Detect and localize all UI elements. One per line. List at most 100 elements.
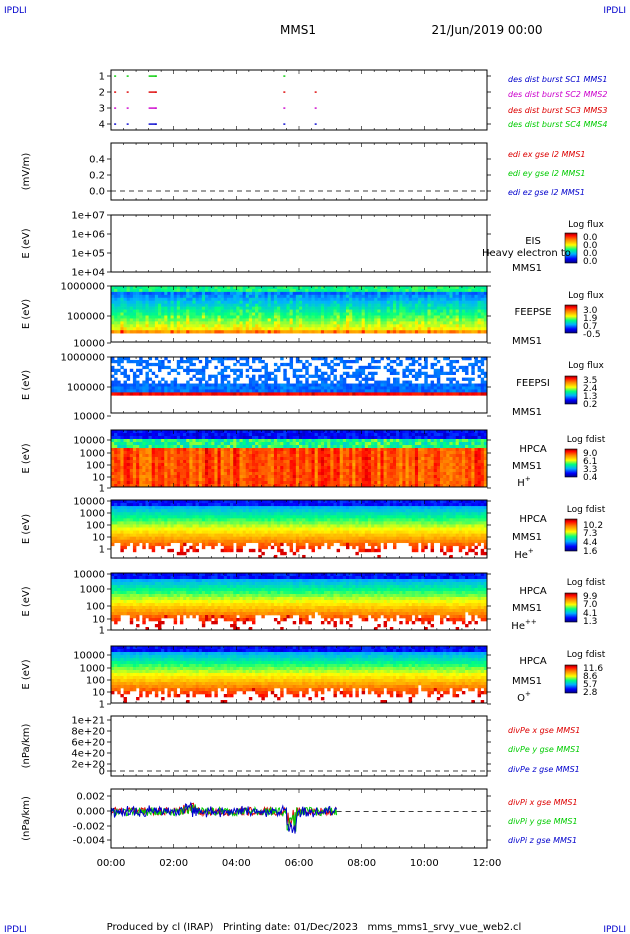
heatmap-cell bbox=[164, 439, 168, 443]
heatmap-cell bbox=[302, 303, 306, 307]
heatmap-cell bbox=[389, 318, 394, 322]
heatmap-cell bbox=[217, 469, 221, 473]
heatmap-cell bbox=[126, 383, 131, 387]
heatmap-cell bbox=[352, 442, 356, 446]
heatmap-cell bbox=[277, 294, 281, 299]
heatmap-cell bbox=[302, 484, 306, 488]
heatmap-cell bbox=[402, 294, 406, 299]
heatmap-cell bbox=[405, 288, 409, 293]
heatmap-cell bbox=[270, 442, 275, 446]
heatmap-cell bbox=[399, 309, 403, 313]
heatmap-cell bbox=[248, 291, 253, 296]
heatmap-cell bbox=[126, 309, 131, 313]
heatmap-cell bbox=[427, 330, 431, 334]
heatmap-cell bbox=[167, 463, 171, 467]
heatmap-cell bbox=[176, 324, 181, 328]
heatmap-cell bbox=[280, 448, 284, 452]
heatmap-cell bbox=[158, 291, 162, 296]
heatmap-cell bbox=[421, 309, 425, 313]
heatmap-cell bbox=[324, 288, 328, 293]
heatmap-cell bbox=[336, 451, 341, 455]
heatmap-cell bbox=[280, 478, 284, 482]
heatmap-cell bbox=[154, 386, 159, 390]
heatmap-cell bbox=[186, 430, 190, 434]
heatmap-cell bbox=[120, 371, 124, 375]
heatmap-cell bbox=[173, 460, 178, 464]
heatmap-cell bbox=[377, 380, 381, 384]
heatmap-cell bbox=[289, 286, 294, 290]
heatmap-cell bbox=[311, 380, 315, 384]
heatmap-cell bbox=[201, 315, 206, 319]
heatmap-cell bbox=[280, 297, 284, 302]
heatmap-cell bbox=[220, 359, 225, 364]
heatmap-cell bbox=[214, 291, 218, 296]
heatmap-cell bbox=[374, 359, 378, 364]
heatmap-cell bbox=[114, 300, 118, 304]
heatmap-cell bbox=[195, 439, 200, 443]
heatmap-cell bbox=[380, 436, 384, 440]
heatmap-cell bbox=[242, 466, 247, 470]
heatmap-cell bbox=[277, 484, 281, 488]
heatmap-cell bbox=[111, 386, 115, 390]
heatmap-cell bbox=[223, 377, 228, 381]
heatmap-cell bbox=[471, 309, 475, 313]
heatmap-cell bbox=[330, 318, 334, 322]
heatmap-cell bbox=[139, 475, 143, 479]
heatmap-cell bbox=[236, 374, 240, 378]
heatmap-cell bbox=[198, 318, 203, 322]
heatmap-cell bbox=[223, 330, 228, 334]
heatmap-cell bbox=[327, 309, 331, 313]
heatmap-cell bbox=[364, 377, 369, 381]
heatmap-cell bbox=[211, 297, 215, 302]
heatmap-cell bbox=[164, 472, 168, 476]
heatmap-cell bbox=[295, 300, 300, 304]
heatmap-cell bbox=[283, 309, 287, 313]
heatmap-cell bbox=[220, 377, 225, 381]
heatmap-cell bbox=[474, 362, 478, 367]
heatmap-cell bbox=[465, 365, 469, 370]
heatmap-cell bbox=[264, 484, 268, 488]
heatmap-cell bbox=[355, 439, 359, 443]
heatmap-cell bbox=[446, 324, 450, 328]
heatmap-cell bbox=[239, 315, 243, 319]
heatmap-cell bbox=[452, 306, 456, 310]
heatmap-cell bbox=[158, 466, 162, 470]
heatmap-cell bbox=[408, 321, 413, 325]
heatmap-cell bbox=[308, 457, 312, 461]
heatmap-cell bbox=[183, 288, 187, 293]
heatmap-cell bbox=[186, 457, 190, 461]
heatmap-cell bbox=[361, 463, 366, 467]
heatmap-cell bbox=[201, 448, 206, 452]
heatmap-cell bbox=[449, 377, 453, 381]
heatmap-cell bbox=[208, 291, 212, 296]
heatmap-cell bbox=[183, 315, 187, 319]
heatmap-cell bbox=[158, 300, 162, 304]
heatmap-cell bbox=[461, 324, 466, 328]
heatmap-cell bbox=[252, 368, 256, 373]
heatmap-cell bbox=[179, 445, 184, 449]
heatmap-cell bbox=[258, 481, 262, 485]
heatmap-cell bbox=[239, 324, 243, 328]
heatmap-cell bbox=[289, 445, 294, 449]
heatmap-cell bbox=[245, 460, 250, 464]
heatmap-cell bbox=[361, 433, 366, 437]
heatmap-cell bbox=[468, 303, 472, 307]
heatmap-cell bbox=[223, 368, 228, 373]
heatmap-cell bbox=[270, 330, 275, 334]
heatmap-cell bbox=[270, 469, 275, 473]
heatmap-cell bbox=[424, 309, 428, 313]
heatmap-cell bbox=[418, 330, 422, 334]
heatmap-cell bbox=[267, 439, 272, 443]
heatmap-cell bbox=[402, 374, 406, 378]
heatmap-cell bbox=[211, 330, 215, 334]
heatmap-cell bbox=[289, 318, 294, 322]
heatmap-cell bbox=[248, 436, 253, 440]
heatmap-cell bbox=[123, 463, 127, 467]
heatmap-cell bbox=[252, 430, 256, 434]
heatmap-cell bbox=[361, 377, 366, 381]
heatmap-cell bbox=[414, 309, 419, 313]
heatmap-cell bbox=[170, 430, 174, 434]
heatmap-cell bbox=[311, 309, 315, 313]
heatmap-cell bbox=[173, 303, 178, 307]
heatmap-cell bbox=[339, 436, 344, 440]
